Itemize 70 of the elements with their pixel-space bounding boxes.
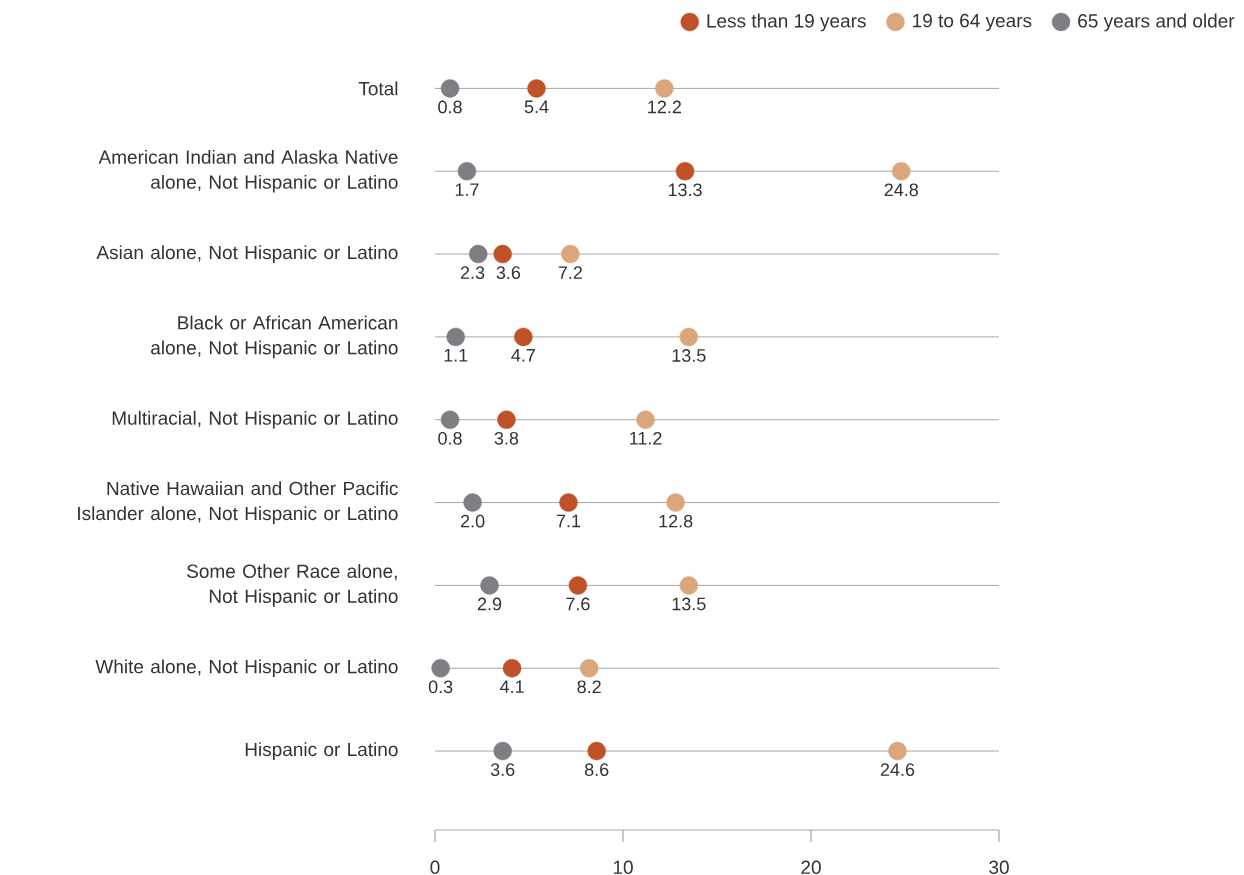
data-label: 2.3 bbox=[460, 266, 485, 280]
point bbox=[457, 162, 477, 181]
point bbox=[666, 493, 685, 512]
point bbox=[493, 741, 512, 761]
data-label: 11.2 bbox=[630, 431, 662, 445]
x-tick-label: 20 bbox=[801, 860, 821, 874]
data-label: 0.8 bbox=[438, 431, 462, 445]
point bbox=[431, 659, 450, 678]
data-label: 7.6 bbox=[566, 597, 590, 611]
point bbox=[675, 162, 695, 181]
x-tick-label: 10 bbox=[613, 860, 633, 874]
data-label: 7.1 bbox=[556, 514, 581, 528]
data-label: 12.8 bbox=[659, 514, 693, 528]
point bbox=[469, 244, 488, 264]
x-tick-label: 30 bbox=[989, 860, 1009, 874]
data-label: 8.6 bbox=[584, 763, 609, 776]
data-label: 1.7 bbox=[455, 183, 479, 196]
y-tick-label: Hispanic or Latino bbox=[245, 742, 398, 760]
point bbox=[446, 327, 465, 347]
data-label: 1.1 bbox=[444, 349, 468, 362]
point bbox=[493, 244, 512, 264]
point bbox=[440, 410, 460, 429]
point bbox=[888, 741, 907, 761]
point bbox=[679, 327, 698, 347]
legend-label: Less than 19 years bbox=[707, 13, 866, 32]
x-tick-label: 0 bbox=[430, 860, 440, 874]
data-label: 24.6 bbox=[880, 763, 915, 776]
point bbox=[514, 327, 533, 347]
data-label: 0.3 bbox=[428, 680, 453, 694]
y-tick-label: Black or African American alone, Not Hispanic or Latino bbox=[151, 315, 398, 359]
y-tick-label: Asian alone, Not Hispanic or Latino bbox=[96, 245, 398, 263]
y-tick-label: American Indian and Alaska Native alone, Not Hispanic or Latino bbox=[98, 149, 398, 193]
y-tick-label: Some Other Race alone, Not Hispanic or Latino bbox=[187, 564, 398, 607]
point bbox=[440, 79, 460, 98]
y-tick-label: White alone, Not Hispanic or Latino bbox=[95, 659, 398, 678]
data-label: 5.4 bbox=[524, 100, 549, 114]
point bbox=[679, 576, 698, 595]
point bbox=[579, 659, 599, 678]
data-label: 8.2 bbox=[577, 680, 601, 694]
point bbox=[480, 576, 499, 595]
data-label: 3.8 bbox=[494, 431, 519, 445]
legend-label: 19 to 64 years bbox=[913, 13, 1032, 32]
point bbox=[497, 410, 516, 429]
point bbox=[527, 79, 546, 98]
data-label: 3.6 bbox=[490, 763, 515, 776]
data-label: 13.5 bbox=[672, 597, 706, 611]
y-tick-label: Multiracial, Not Hispanic or Latino bbox=[112, 410, 398, 429]
legend-label: 65 years and older bbox=[1078, 13, 1235, 32]
point bbox=[561, 244, 580, 264]
data-label: 3.6 bbox=[496, 266, 521, 280]
data-label: 13.5 bbox=[672, 349, 706, 362]
point bbox=[892, 162, 911, 181]
data-label: 0.8 bbox=[438, 100, 462, 114]
data-label: 24.8 bbox=[884, 183, 918, 197]
point bbox=[502, 659, 522, 678]
point bbox=[636, 410, 655, 429]
data-label: 13.3 bbox=[668, 183, 702, 197]
data-label: 2.9 bbox=[477, 597, 502, 611]
point bbox=[568, 576, 588, 595]
point bbox=[559, 493, 578, 512]
data-label: 4.7 bbox=[511, 349, 535, 362]
point bbox=[463, 493, 482, 512]
data-label: 2.0 bbox=[461, 514, 485, 528]
point bbox=[655, 79, 674, 98]
point bbox=[587, 741, 606, 761]
y-tick-label: Total bbox=[358, 81, 398, 96]
data-label: 12.2 bbox=[648, 100, 681, 114]
y-tick-label: Native Hawaiian and Other Pacific Islander alone, Not Hispanic or Latino bbox=[78, 481, 398, 524]
data-label: 7.2 bbox=[558, 266, 582, 279]
data-label: 4.1 bbox=[499, 680, 524, 693]
